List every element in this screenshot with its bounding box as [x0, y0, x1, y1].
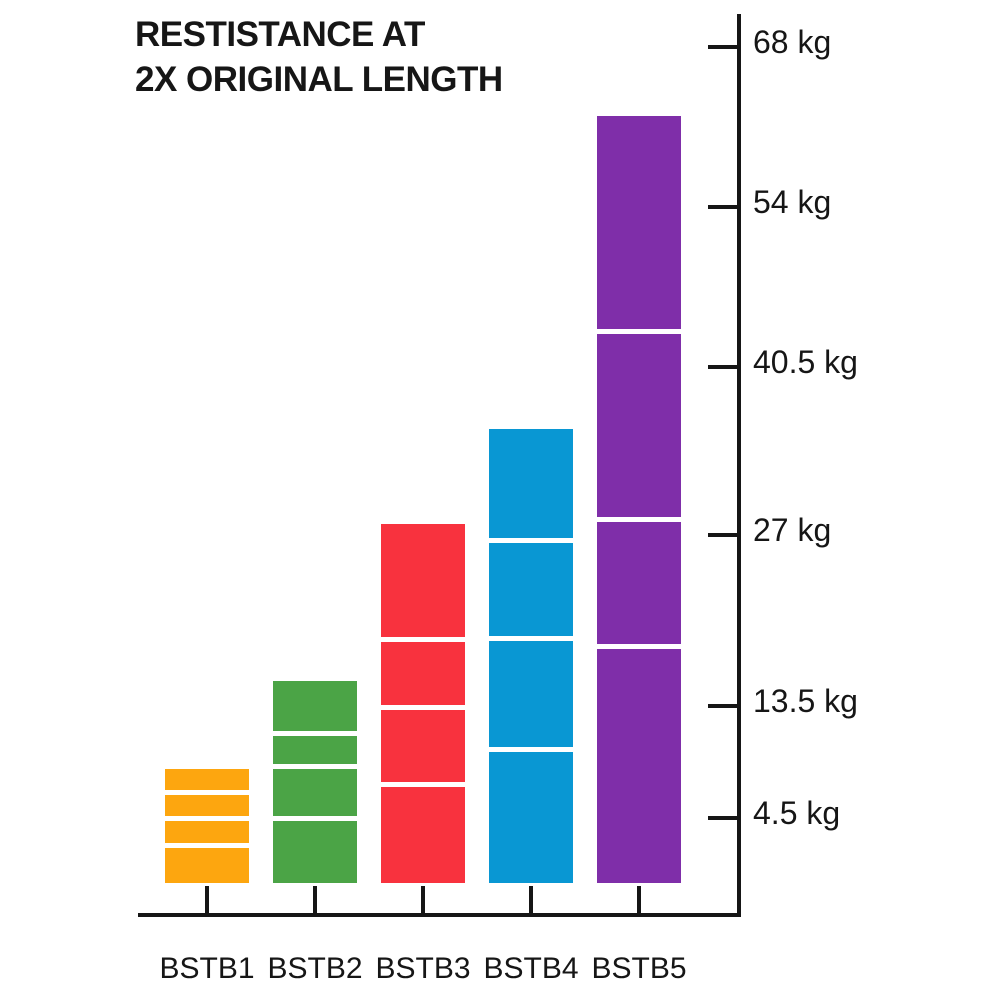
bar-segment-divider — [381, 637, 465, 642]
y-tick — [708, 704, 741, 708]
x-axis-label-bstb3: BSTB3 — [375, 952, 471, 985]
bar-segment-divider — [273, 731, 357, 736]
bar-segment-divider — [165, 790, 249, 795]
y-tick-label: 40.5 kg — [753, 344, 858, 380]
bar-bstb3 — [381, 524, 465, 883]
x-axis-label-bstb2: BSTB2 — [267, 952, 363, 985]
x-tick — [421, 886, 425, 913]
x-tick — [313, 886, 317, 913]
y-tick — [708, 816, 741, 820]
y-tick-label: 4.5 kg — [753, 795, 841, 831]
bar-segment-divider — [597, 517, 681, 522]
bar-bstb5 — [597, 116, 681, 883]
bar-segment-divider — [489, 538, 573, 543]
bar-segment-divider — [489, 747, 573, 752]
bar-segment-divider — [273, 816, 357, 821]
bar-bstb4 — [489, 429, 573, 883]
bar-segment-divider — [597, 329, 681, 334]
bar-segment-divider — [381, 705, 465, 710]
x-axis-label-bstb1: BSTB1 — [159, 952, 255, 985]
y-tick — [708, 533, 741, 537]
chart-title: RESTISTANCE AT 2X ORIGINAL LENGTH — [135, 12, 503, 102]
x-axis-label-bstb4: BSTB4 — [483, 952, 579, 985]
chart-title-line2: 2X ORIGINAL LENGTH — [135, 60, 503, 99]
bar-segment-divider — [597, 644, 681, 649]
chart-title-line1: RESTISTANCE AT — [135, 15, 425, 54]
y-tick-label: 54 kg — [753, 184, 832, 220]
x-tick — [529, 886, 533, 913]
x-axis-label-bstb5: BSTB5 — [591, 952, 687, 985]
bar-segment-divider — [489, 636, 573, 641]
bar-bstb2 — [273, 681, 357, 883]
y-tick — [708, 365, 741, 369]
y-tick — [708, 45, 741, 49]
y-axis-line — [737, 14, 741, 917]
y-tick-label: 68 kg — [753, 24, 832, 60]
bar-segment-divider — [165, 843, 249, 848]
y-tick-label: 27 kg — [753, 512, 832, 548]
bar-bstb1 — [165, 769, 249, 883]
x-tick — [205, 886, 209, 913]
x-tick — [637, 886, 641, 913]
y-tick — [708, 205, 741, 209]
x-axis-line — [138, 913, 741, 917]
bar-segment-divider — [381, 782, 465, 787]
bar-segment-divider — [273, 764, 357, 769]
y-tick-label: 13.5 kg — [753, 683, 858, 719]
bar-segment-divider — [165, 816, 249, 821]
